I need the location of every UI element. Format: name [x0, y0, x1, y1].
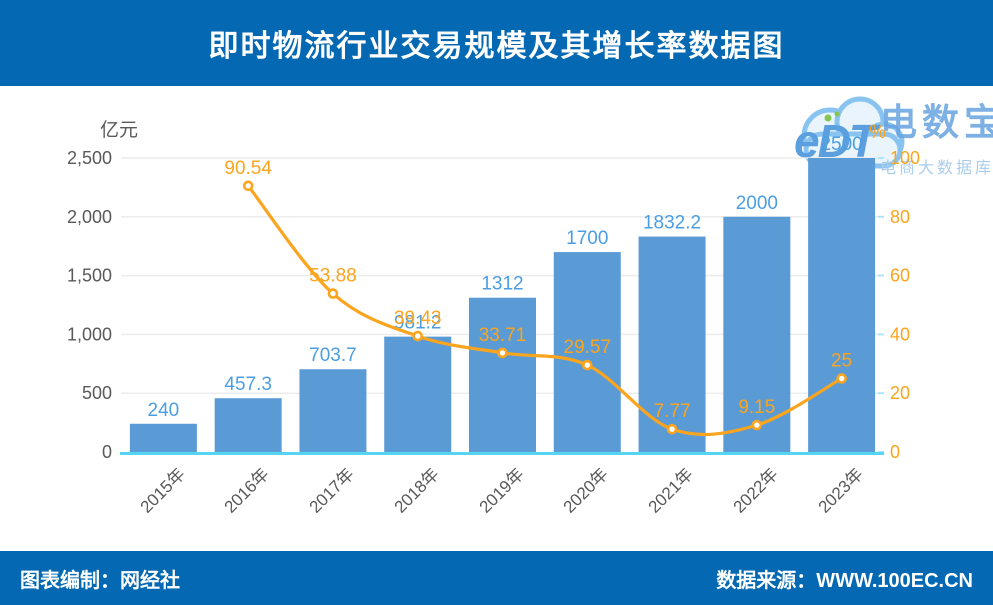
y-axis-right-tick: 60: [890, 266, 910, 286]
line-marker: [242, 180, 254, 192]
watermark-brand: 电数宝: [880, 102, 993, 143]
bar-label: 2500: [820, 134, 862, 155]
footer-bar: 图表编制：网经社 数据来源：WWW.100EC.CN: [0, 551, 993, 605]
bar-2016年: [214, 398, 282, 452]
y-axis-right-unit: %: [869, 122, 886, 143]
bar-label: 1832.2: [643, 213, 701, 234]
y-axis-right-tick: 40: [890, 324, 910, 344]
line-marker: [751, 419, 763, 431]
footer-source: 数据来源：WWW.100EC.CN: [716, 569, 973, 592]
bar-2022年: [723, 216, 791, 452]
watermark-text-block: 电数宝 电商大数据库: [880, 92, 993, 178]
header-bar: 即时物流行业交易规模及其增长率数据图: [0, 0, 993, 86]
y-axis-left-tick: 500: [82, 383, 112, 403]
bar-2015年: [129, 423, 197, 452]
bar-2019年: [469, 297, 536, 452]
bar-label: 2000: [736, 193, 778, 214]
line-label: 25: [831, 351, 852, 372]
line-marker: [497, 347, 508, 359]
bar-2018年: [384, 336, 452, 452]
line-label: 39.43: [394, 308, 442, 329]
y-axis-left-tick: 2,000: [67, 207, 112, 227]
line-marker: [581, 359, 593, 371]
bar-2020年: [553, 252, 621, 452]
y-axis-left-tick: 1,000: [67, 324, 112, 344]
line-label: 53.88: [309, 266, 357, 287]
y-axis-right-tick: 80: [890, 207, 910, 227]
bar-2023年: [808, 158, 876, 452]
bar-label: 703.7: [309, 345, 357, 366]
y-axis-right-tick: 100: [890, 148, 920, 168]
line-label: 29.57: [564, 337, 612, 358]
line-marker: [836, 373, 847, 384]
bar-label: 240: [148, 400, 180, 421]
y-axis-right-tick: 20: [890, 383, 910, 403]
line-marker: [327, 288, 339, 299]
line-marker: [412, 330, 424, 342]
y-axis-left-tick: 2,500: [67, 148, 112, 168]
y-axis-left-tick: 0: [102, 442, 112, 462]
page-title: 即时物流行业交易规模及其增长率数据图: [208, 30, 785, 63]
bar-2017年: [299, 369, 367, 452]
footer-credit: 图表编制：网经社: [20, 569, 180, 592]
watermark-subtitle: 电商大数据库: [880, 160, 993, 177]
bar-label: 1312: [481, 274, 523, 295]
line-label: 33.71: [479, 325, 527, 346]
line-label: 9.15: [738, 397, 775, 418]
y-axis-left-tick: 1,500: [67, 266, 112, 286]
bar-label: 457.3: [224, 374, 272, 395]
line-label: 7.77: [654, 401, 691, 422]
y-axis-right-tick: 0: [890, 442, 900, 462]
line-label: 90.54: [224, 158, 272, 179]
bar-label: 981.2: [394, 313, 442, 334]
y-axis-left-unit: 亿元: [100, 119, 138, 141]
line-marker: [666, 423, 678, 435]
bar-label: 1700: [566, 228, 608, 249]
